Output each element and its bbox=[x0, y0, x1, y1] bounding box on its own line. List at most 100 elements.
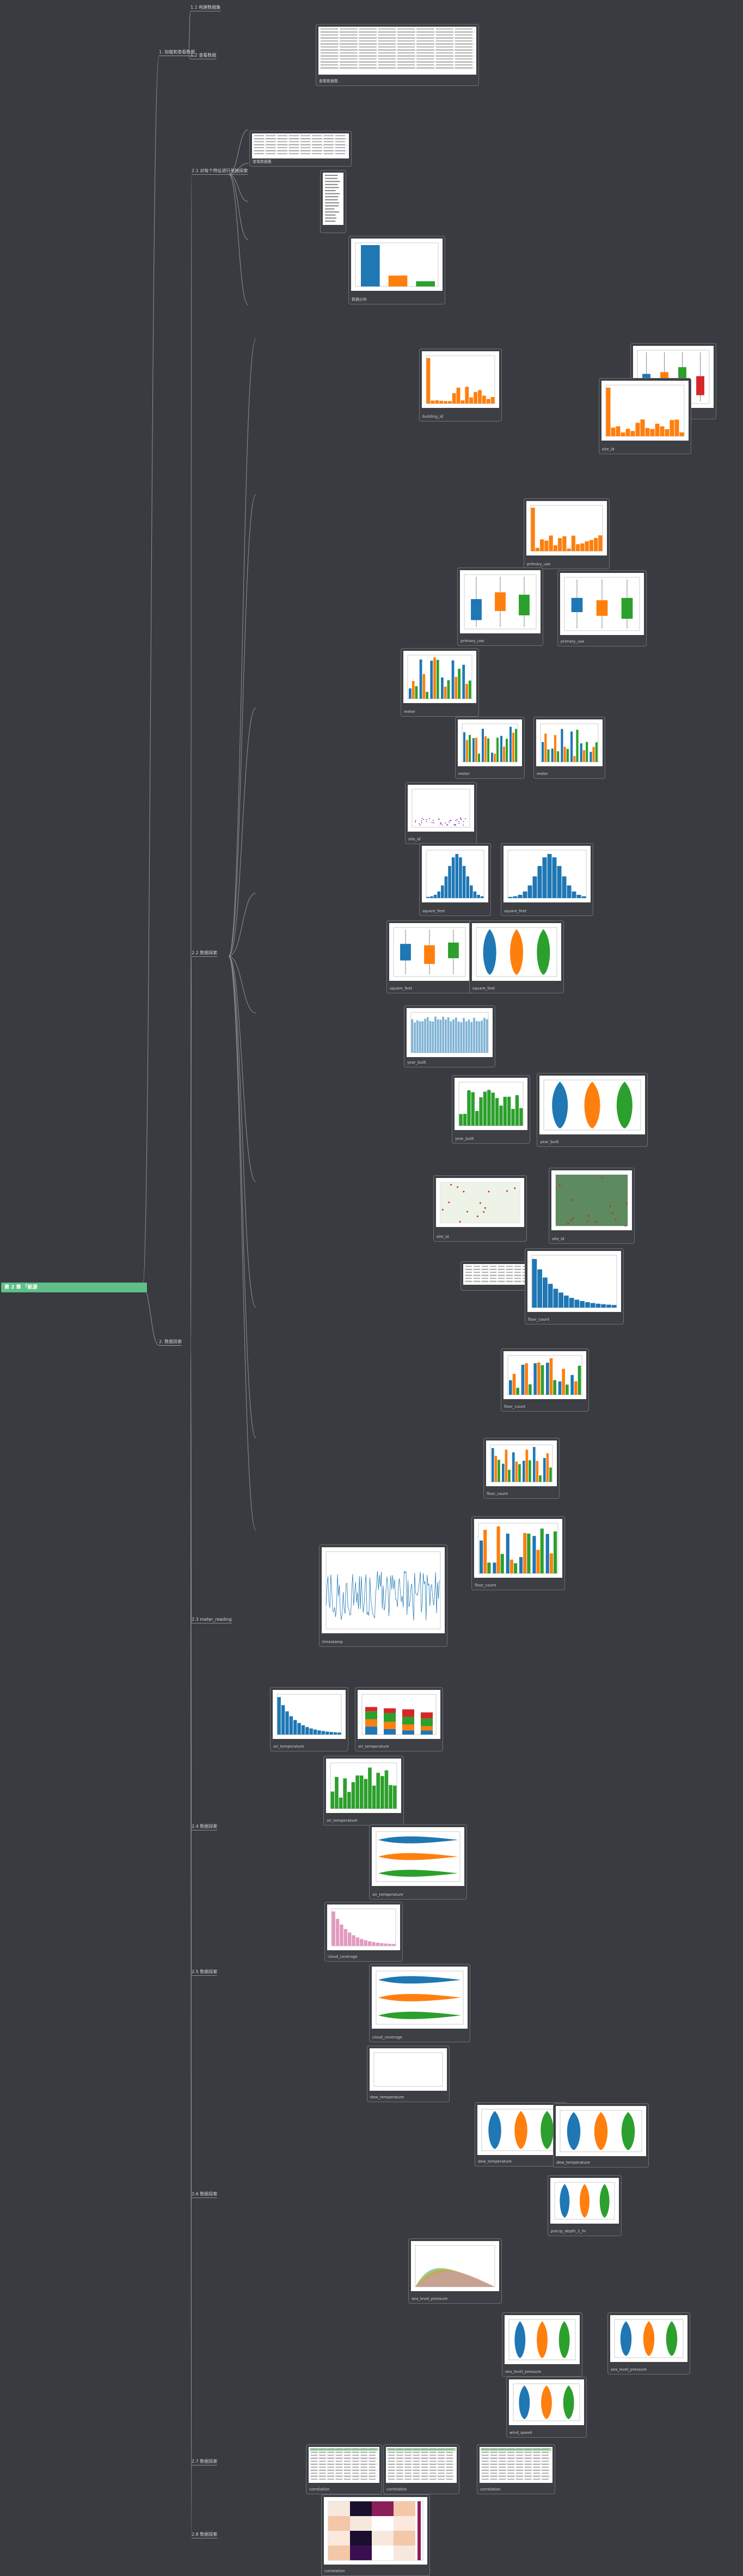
table-cell bbox=[396, 2467, 403, 2468]
table-cell bbox=[429, 2458, 437, 2459]
bar bbox=[508, 896, 513, 898]
bar bbox=[285, 1711, 289, 1735]
card-box-square: square_feet bbox=[386, 920, 472, 993]
table-cell bbox=[455, 46, 472, 47]
violin bbox=[537, 2321, 548, 2358]
bar bbox=[561, 729, 563, 762]
topic-2-3[interactable]: 2.3 meter_reading bbox=[192, 1616, 232, 1623]
bar-meter-image bbox=[458, 719, 522, 766]
table-cell bbox=[416, 50, 434, 51]
violin bbox=[620, 2321, 632, 2356]
table-cell bbox=[413, 2476, 420, 2477]
bar bbox=[541, 1365, 544, 1395]
table-cell bbox=[542, 2479, 549, 2480]
bar bbox=[547, 854, 552, 898]
table-cell bbox=[446, 2467, 453, 2468]
bar bbox=[433, 657, 436, 699]
table-cell bbox=[446, 2473, 453, 2474]
bar bbox=[533, 1363, 537, 1395]
point bbox=[449, 821, 450, 823]
topic-1-1[interactable]: 1.1 构建数据集 bbox=[191, 4, 221, 11]
bar bbox=[487, 1090, 491, 1126]
site-marker bbox=[441, 1208, 444, 1211]
table-cell bbox=[474, 1269, 480, 1270]
table-cell bbox=[369, 2452, 376, 2453]
table-cell bbox=[524, 2467, 532, 2468]
topic-2-6[interactable]: 2.6 数据探索 bbox=[192, 2191, 218, 2198]
bar bbox=[546, 1363, 549, 1395]
point bbox=[453, 824, 455, 826]
bar bbox=[429, 1021, 432, 1053]
topic-2-7[interactable]: 2.7 数据探索 bbox=[192, 2458, 218, 2465]
table-cell bbox=[340, 46, 358, 47]
bar bbox=[546, 1453, 549, 1482]
violin bbox=[514, 2111, 527, 2149]
heatmap-image bbox=[324, 2497, 427, 2565]
table-cell bbox=[498, 1281, 505, 1282]
topic-1-2[interactable]: 1.2 查看数据 bbox=[191, 52, 217, 59]
topic-2-2[interactable]: 2.2 数据探索 bbox=[192, 950, 218, 957]
table-cell bbox=[359, 50, 377, 51]
bar bbox=[475, 1111, 479, 1126]
bar bbox=[426, 896, 430, 898]
table-cell bbox=[344, 2473, 351, 2474]
card-hist-small: air_temperature bbox=[270, 1687, 348, 1751]
plot-frame bbox=[507, 850, 587, 899]
table-cell bbox=[516, 2479, 523, 2480]
bar bbox=[465, 1021, 468, 1053]
table-cell bbox=[397, 52, 415, 53]
bar bbox=[472, 738, 475, 762]
card-hist-air: air_temperature bbox=[323, 1756, 404, 1826]
topic-2-1[interactable]: 2.1 对每个特征进行单独探索 bbox=[192, 168, 248, 175]
table-cell bbox=[490, 2461, 498, 2462]
topic-2-4[interactable]: 2.4 数据探索 bbox=[192, 1823, 218, 1830]
topic-2-5[interactable]: 2.5 数据探索 bbox=[192, 1969, 218, 1976]
table-cell bbox=[507, 2452, 514, 2453]
bar bbox=[448, 866, 451, 898]
table-cell bbox=[516, 2470, 523, 2471]
point bbox=[421, 820, 422, 821]
bar bbox=[380, 1776, 384, 1809]
bar bbox=[421, 1712, 433, 1719]
table-cell bbox=[319, 2476, 326, 2477]
branch-data-exploration[interactable]: 2. 数据探索 bbox=[159, 1339, 182, 1346]
table-cell bbox=[404, 2473, 412, 2474]
bar bbox=[482, 729, 484, 762]
bar bbox=[469, 735, 471, 762]
point bbox=[438, 818, 439, 820]
table-cell bbox=[344, 2476, 351, 2477]
table-cell bbox=[396, 2476, 403, 2477]
table-cell bbox=[397, 62, 415, 63]
bar bbox=[480, 1540, 483, 1573]
bar bbox=[487, 738, 489, 762]
table-cell bbox=[404, 2461, 412, 2462]
card-caption: floor_count bbox=[475, 1583, 496, 1588]
table-cell bbox=[429, 2464, 437, 2465]
table-cell bbox=[455, 68, 472, 69]
table-cell bbox=[490, 2464, 498, 2465]
branch-load-data[interactable]: 1. 加载和查看数据 bbox=[159, 49, 195, 56]
bar bbox=[500, 1554, 504, 1573]
table-cell bbox=[524, 2476, 532, 2477]
topic-2-8[interactable]: 2.8 数据探索 bbox=[192, 2531, 218, 2538]
bar bbox=[569, 1298, 574, 1308]
bar bbox=[459, 1114, 463, 1126]
list-line bbox=[325, 184, 338, 185]
table-cell bbox=[327, 2461, 334, 2462]
table-cell bbox=[359, 62, 377, 63]
card-caption: meter bbox=[537, 772, 549, 776]
table-cell bbox=[300, 150, 311, 151]
bar bbox=[518, 895, 523, 898]
bar bbox=[553, 1380, 556, 1395]
table-cell bbox=[499, 2461, 506, 2462]
table-cell bbox=[360, 2473, 367, 2474]
card-violin-square: square_feet bbox=[469, 920, 564, 993]
table-cell bbox=[514, 1272, 521, 1273]
site-marker bbox=[484, 1207, 486, 1209]
site-marker bbox=[594, 1220, 597, 1223]
root-topic[interactable]: 第 2 章 「能源 bbox=[1, 1283, 147, 1292]
bar bbox=[513, 896, 518, 898]
card-caption: 查看数据集 bbox=[319, 79, 338, 83]
card-caption: building_id bbox=[422, 414, 443, 419]
bar bbox=[503, 746, 505, 762]
